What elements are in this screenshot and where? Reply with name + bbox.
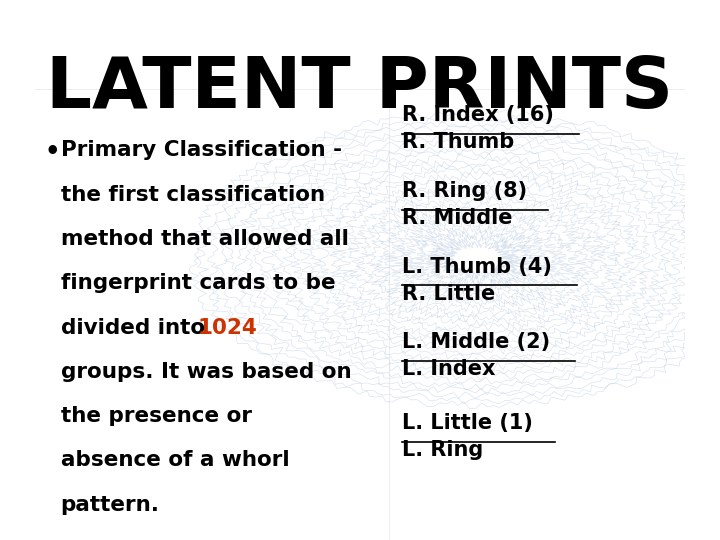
Text: pattern.: pattern. bbox=[60, 495, 160, 515]
Text: divided into: divided into bbox=[60, 318, 212, 338]
Text: 1024: 1024 bbox=[198, 318, 258, 338]
Text: the first classification: the first classification bbox=[60, 185, 325, 205]
Text: absence of a whorl: absence of a whorl bbox=[60, 450, 289, 470]
Text: groups. It was based on: groups. It was based on bbox=[60, 362, 351, 382]
Text: method that allowed all: method that allowed all bbox=[60, 229, 348, 249]
Text: R. Little: R. Little bbox=[402, 284, 495, 303]
Text: LATENT PRINTS: LATENT PRINTS bbox=[46, 54, 674, 123]
Text: the presence or: the presence or bbox=[60, 406, 251, 426]
Text: L. Middle (2): L. Middle (2) bbox=[402, 332, 550, 352]
Text: fingerprint cards to be: fingerprint cards to be bbox=[60, 273, 336, 293]
Text: L. Thumb (4): L. Thumb (4) bbox=[402, 256, 552, 276]
Text: Primary Classification -: Primary Classification - bbox=[60, 140, 341, 160]
Text: L. Little (1): L. Little (1) bbox=[402, 413, 534, 433]
Text: R. Index (16): R. Index (16) bbox=[402, 105, 554, 125]
Text: L. Ring: L. Ring bbox=[402, 440, 484, 460]
Text: L. Index: L. Index bbox=[402, 359, 496, 379]
Text: R. Middle: R. Middle bbox=[402, 208, 513, 228]
Text: •: • bbox=[45, 140, 60, 164]
Text: R. Thumb: R. Thumb bbox=[402, 132, 515, 152]
Text: R. Ring (8): R. Ring (8) bbox=[402, 181, 528, 201]
